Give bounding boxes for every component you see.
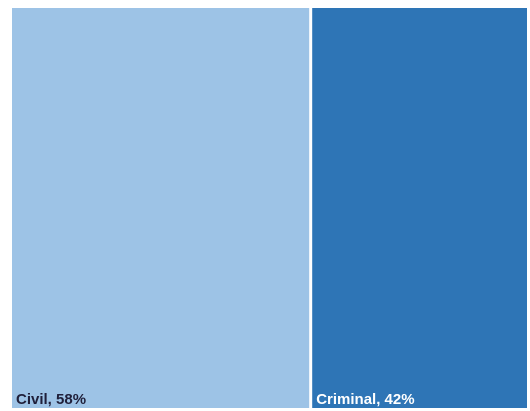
treemap-segment-civil [12,8,310,408]
treemap-segment-criminal [312,8,527,408]
treemap-label-criminal: Criminal, 42% [316,391,414,408]
treemap-label-civil: Civil, 58% [16,391,86,408]
